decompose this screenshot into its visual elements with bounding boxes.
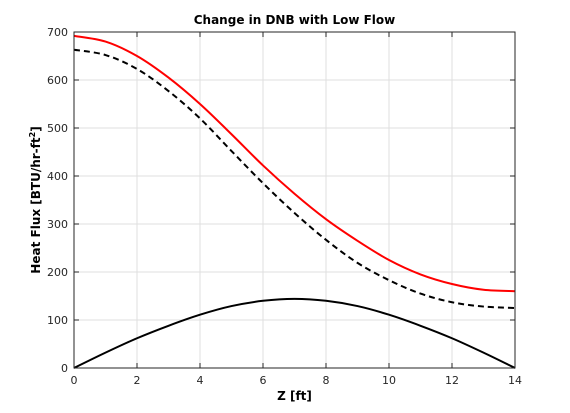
x-tick-label: 0: [71, 374, 78, 387]
y-axis-title: Heat Flux [BTU/hr-ft2]: [28, 126, 43, 273]
chart-title: Change in DNB with Low Flow: [194, 13, 396, 27]
y-tick-label: 100: [47, 314, 68, 327]
y-axis-title-superscript: 2: [28, 132, 37, 138]
plot-frame: [73, 31, 516, 369]
y-tick-label: 700: [47, 26, 68, 39]
y-tick-label: 600: [47, 74, 68, 87]
y-tick-label: 200: [47, 266, 68, 279]
y-axis-title-main: Heat Flux [BTU/hr-ft: [29, 137, 43, 274]
grid: [73, 31, 516, 369]
y-tick-label: 500: [47, 122, 68, 135]
x-tick-label: 6: [260, 374, 267, 387]
series-line-red: [73, 34, 516, 293]
x-tick-label: 8: [323, 374, 330, 387]
series-line-dashed: [73, 48, 516, 309]
y-tick-label: 0: [61, 362, 68, 375]
x-tick-label: 4: [197, 374, 204, 387]
x-axis-title: Z [ft]: [277, 389, 312, 403]
y-tick-label: 300: [47, 218, 68, 231]
y-axis-title-suffix: ]: [29, 126, 43, 131]
y-tick-label: 400: [47, 170, 68, 183]
x-tick-label: 10: [382, 374, 396, 387]
x-tick-label: 14: [508, 374, 522, 387]
series-group: [73, 34, 516, 369]
x-tick-label: 12: [445, 374, 459, 387]
tick-group: 0 2 4 6 8 10 12 14 0 100 200 300 400 500 600 700: [47, 26, 522, 387]
x-tick-label: 2: [134, 374, 141, 387]
series-line-black: [73, 297, 516, 369]
